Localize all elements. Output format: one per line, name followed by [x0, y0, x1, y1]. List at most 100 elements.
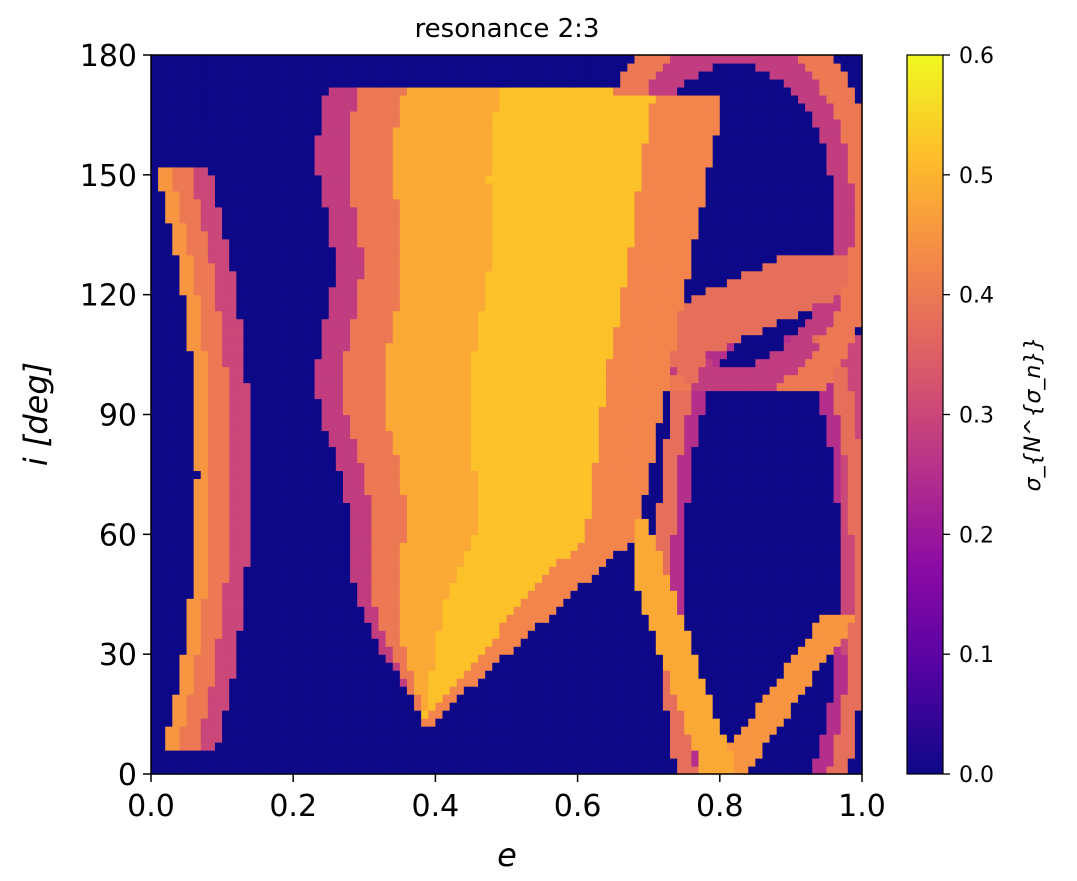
heatmap-cell	[321, 190, 330, 200]
heatmap-cell	[158, 766, 166, 775]
heatmap-cell	[222, 526, 230, 535]
heatmap-cell	[236, 62, 245, 72]
heatmap-cell	[499, 662, 508, 671]
heatmap-cell	[158, 158, 166, 168]
heatmap-cell	[485, 470, 493, 480]
heatmap-cell	[151, 702, 159, 711]
heatmap-cell	[492, 366, 500, 376]
heatmap-cell	[335, 750, 344, 759]
heatmap-cell	[300, 86, 309, 96]
heatmap-cell	[463, 334, 472, 344]
heatmap-cell	[229, 270, 237, 280]
heatmap-cell	[207, 766, 216, 775]
heatmap-cell	[399, 150, 408, 160]
heatmap-cell	[456, 438, 465, 448]
heatmap-cell	[399, 638, 408, 647]
heatmap-cell	[357, 246, 365, 256]
heatmap-cell	[200, 494, 209, 503]
heatmap-cell	[193, 462, 202, 472]
heatmap-cell	[229, 606, 237, 615]
heatmap-cell	[350, 318, 358, 328]
heatmap-cell	[364, 302, 373, 312]
heatmap-cell	[378, 174, 387, 184]
heatmap-cell	[328, 222, 337, 232]
heatmap-cell	[200, 374, 209, 384]
heatmap-cell	[513, 606, 522, 615]
heatmap-cell	[257, 446, 266, 456]
heatmap-cell	[165, 462, 173, 472]
heatmap-cell	[364, 518, 373, 527]
heatmap-cell	[165, 118, 173, 128]
heatmap-cell	[449, 710, 458, 719]
heatmap-cell	[414, 278, 422, 288]
heatmap-cell	[293, 758, 301, 767]
heatmap-cell	[520, 118, 529, 128]
heatmap-cell	[357, 678, 365, 687]
heatmap-cell	[478, 334, 486, 344]
heatmap-cell	[321, 734, 330, 743]
heatmap-cell	[236, 182, 245, 192]
heatmap-cell	[293, 646, 301, 655]
heatmap-cell	[186, 574, 195, 583]
heatmap-cell	[307, 526, 316, 535]
heatmap-cell	[257, 206, 266, 216]
heatmap-cell	[485, 398, 493, 408]
heatmap-cell	[435, 294, 444, 304]
heatmap-cell	[357, 646, 365, 655]
heatmap-cell	[271, 726, 280, 735]
heatmap-cell	[428, 166, 436, 176]
heatmap-cell	[463, 622, 472, 631]
heatmap-cell	[342, 598, 351, 607]
heatmap-cell	[250, 102, 259, 112]
heatmap-cell	[335, 190, 344, 200]
heatmap-cell	[442, 494, 451, 503]
heatmap-cell	[243, 670, 252, 679]
heatmap-cell	[151, 382, 159, 392]
heatmap-cell	[392, 574, 401, 583]
heatmap-cell	[158, 462, 166, 472]
heatmap-cell	[342, 518, 351, 527]
heatmap-cell	[463, 126, 472, 136]
heatmap-cell	[378, 246, 387, 256]
heatmap-cell	[428, 630, 436, 639]
heatmap-cell	[463, 350, 472, 360]
heatmap-cell	[250, 438, 259, 448]
heatmap-cell	[151, 526, 159, 535]
heatmap-cell	[378, 110, 387, 120]
heatmap-cell	[506, 414, 515, 424]
heatmap-cell	[307, 294, 316, 304]
heatmap-cell	[492, 350, 500, 360]
heatmap-cell	[371, 310, 380, 320]
heatmap-cell	[499, 430, 508, 440]
heatmap-cell	[364, 526, 373, 535]
heatmap-cell	[321, 310, 330, 320]
heatmap-cell	[499, 326, 508, 336]
heatmap-cell	[421, 390, 429, 400]
heatmap-cell	[236, 518, 245, 527]
heatmap-cell	[328, 622, 337, 631]
heatmap-cell	[350, 206, 358, 216]
heatmap-cell	[506, 86, 515, 96]
heatmap-cell	[385, 654, 394, 663]
heatmap-cell	[470, 118, 479, 128]
heatmap-cell	[200, 566, 209, 575]
heatmap-cell	[492, 254, 500, 264]
heatmap-cell	[442, 334, 451, 344]
heatmap-cell	[406, 422, 415, 432]
heatmap-cell	[534, 526, 543, 535]
heatmap-cell	[193, 710, 202, 719]
heatmap-cell	[165, 94, 173, 104]
heatmap-cell	[200, 630, 209, 639]
heatmap-cell	[222, 358, 230, 368]
heatmap-cell	[463, 686, 472, 695]
heatmap-cell	[158, 182, 166, 192]
heatmap-cell	[499, 150, 508, 160]
heatmap-cell	[527, 334, 536, 344]
heatmap-cell	[399, 470, 408, 480]
heatmap-cell	[421, 142, 429, 152]
heatmap-cell	[499, 710, 508, 719]
heatmap-cell	[399, 374, 408, 384]
heatmap-cell	[286, 518, 294, 527]
heatmap-cell	[158, 94, 166, 104]
heatmap-cell	[414, 326, 422, 336]
